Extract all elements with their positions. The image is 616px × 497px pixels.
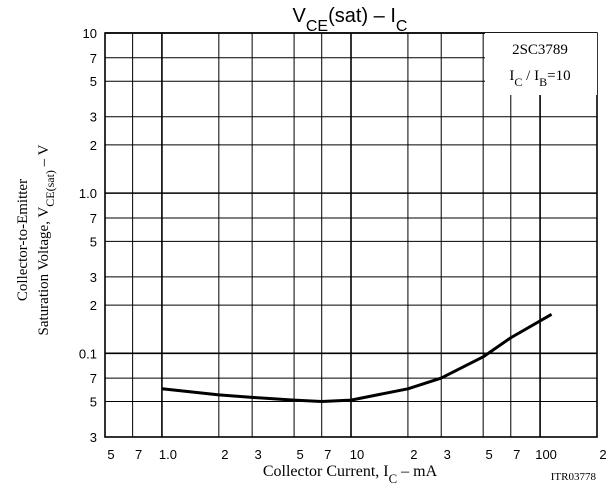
text-piece: =10 xyxy=(547,68,570,84)
y-tick-label: 7 xyxy=(90,371,97,386)
y-tick-label: 2 xyxy=(90,138,97,153)
x-tick-label: 7 xyxy=(513,447,520,462)
x-tick-label: 2 xyxy=(599,447,606,462)
plot-frame xyxy=(104,32,598,438)
figure-id: ITR03778 xyxy=(551,471,597,483)
y-tick-label: 1.0 xyxy=(79,186,97,201)
text-piece: Saturation Voltage, V xyxy=(36,207,52,336)
annotation: 2SC3789 xyxy=(512,42,568,58)
x-tick-label: 1.0 xyxy=(159,447,177,462)
text-piece: / I xyxy=(522,68,539,84)
text-piece: (sat) – I xyxy=(328,5,396,27)
x-tick-label: 2 xyxy=(410,447,417,462)
text-piece: C xyxy=(514,75,522,89)
y-tick-label: 2 xyxy=(90,298,97,313)
y-axis-label: Collector-to-Emitter xyxy=(15,179,31,301)
x-tick-label: 7 xyxy=(324,447,331,462)
text-piece: – V xyxy=(36,144,52,170)
text-piece: V xyxy=(293,5,307,27)
x-tick-label: 5 xyxy=(296,447,303,462)
x-tick-label: 7 xyxy=(135,447,142,462)
y-tick-label: 3 xyxy=(90,270,97,285)
curve xyxy=(161,313,553,403)
text-piece: Collector Current, I xyxy=(263,463,389,480)
x-tick-label: 100 xyxy=(535,447,557,462)
y-axis-label: Saturation Voltage, VCE(sat) – V xyxy=(36,144,57,335)
text-piece: C xyxy=(396,18,408,35)
x-tick-label: 10 xyxy=(350,447,364,462)
x-axis-label: Collector Current, IC – mA xyxy=(263,463,438,486)
y-tick-label: 5 xyxy=(90,394,97,409)
x-tick-label: 2 xyxy=(221,447,228,462)
text-piece: I xyxy=(509,68,514,84)
x-tick-label: 3 xyxy=(444,447,451,462)
y-tick-label: 7 xyxy=(90,211,97,226)
chart-title: VCE(sat) – IC xyxy=(293,5,408,35)
y-tick-label: 5 xyxy=(90,74,97,89)
y-tick-label: 7 xyxy=(90,51,97,66)
text-piece: CE(sat) xyxy=(43,170,57,207)
annotation-box xyxy=(485,33,597,95)
x-tick-label: 3 xyxy=(255,447,262,462)
y-tick-label: 3 xyxy=(90,110,97,125)
y-tick-label: 10 xyxy=(83,26,97,41)
y-tick-label: 5 xyxy=(90,234,97,249)
text-piece: – mA xyxy=(397,463,437,480)
y-tick-label: 0.1 xyxy=(79,346,97,361)
annotation: IC / IB=10 xyxy=(509,68,570,89)
x-tick-label: 5 xyxy=(486,447,493,462)
y-tick-label: 3 xyxy=(90,430,97,445)
x-tick-label: 5 xyxy=(107,447,114,462)
text-piece: B xyxy=(539,75,547,89)
text-piece: C xyxy=(389,472,398,486)
text-piece: CE xyxy=(306,18,328,35)
